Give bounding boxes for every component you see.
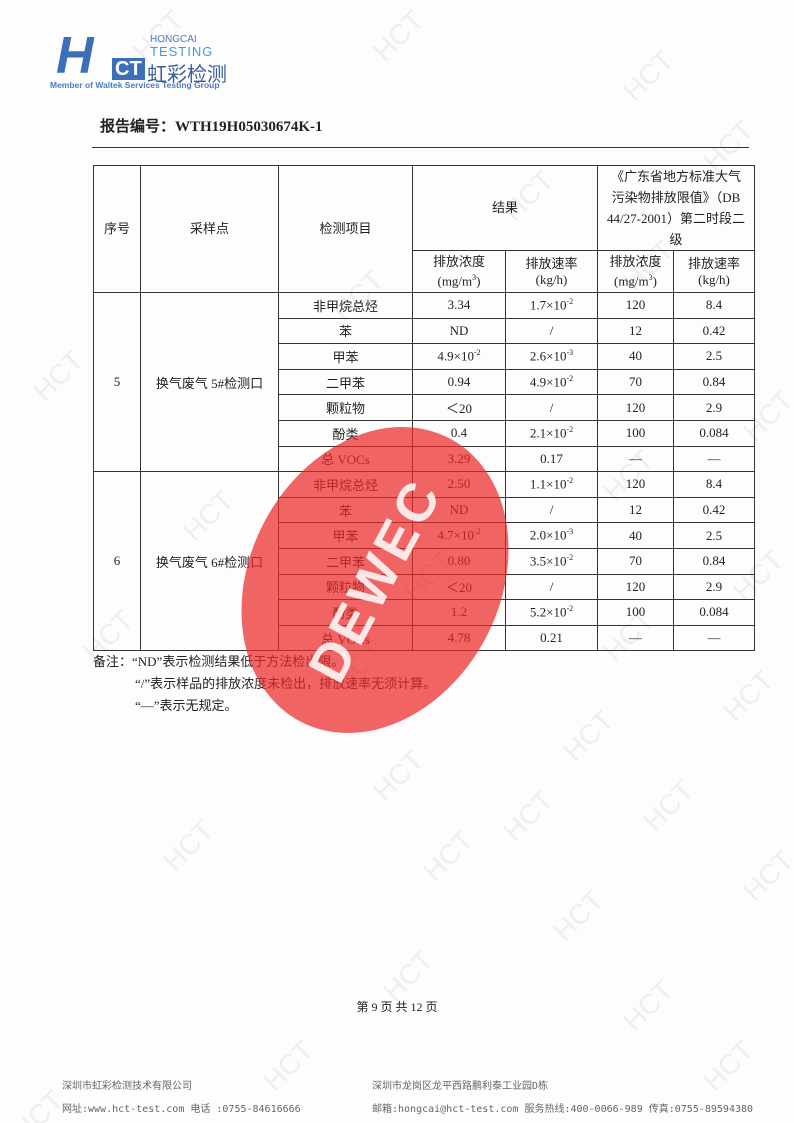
cell: 2.5 xyxy=(673,343,755,370)
cell: 1.7×10-2 xyxy=(505,292,598,319)
subheader-rate: 排放速率 (kg/h) xyxy=(673,250,755,293)
cell: 2.9 xyxy=(673,394,755,421)
logo-cn: 虹彩检测 xyxy=(147,62,227,86)
cell: 0.084 xyxy=(673,419,755,447)
cell: 0.42 xyxy=(673,496,755,524)
note-3: “—”表示无规定。 xyxy=(135,698,238,713)
row-no: 6 xyxy=(93,471,141,652)
cell: — xyxy=(673,624,755,652)
cell: 0.17 xyxy=(505,445,598,473)
cell: / xyxy=(505,573,598,601)
cell: 0.084 xyxy=(673,599,755,626)
cell: — xyxy=(597,624,674,652)
cell: 3.34 xyxy=(412,292,506,319)
cell: 8.4 xyxy=(673,471,755,498)
cell: 120 xyxy=(597,573,674,601)
watermark: HCT xyxy=(497,784,560,847)
table-row: 5 换气废气 5#检测口 非甲烷总烃 3.34 1.7×10-2 120 8.4 xyxy=(93,291,755,473)
footer-company: 深圳市虹彩检测技术有限公司 xyxy=(62,1081,192,1092)
report-number: 报告编号：WTH19H05030674K-1 xyxy=(100,119,323,135)
cell: 100 xyxy=(597,599,674,626)
watermark: HCT xyxy=(367,4,430,67)
cell: 4.9×10-2 xyxy=(412,343,506,370)
cell: 120 xyxy=(597,292,674,319)
cell: 二甲苯 xyxy=(278,368,413,396)
header-no: 序号 xyxy=(93,165,141,293)
watermark: HCT xyxy=(737,844,794,907)
cell: 70 xyxy=(597,368,674,396)
watermark: HCT xyxy=(27,344,90,407)
watermark: HCT xyxy=(367,744,430,807)
cell: 0.84 xyxy=(673,547,755,575)
cell: — xyxy=(597,445,674,473)
subheader-conc: 排放浓度 (mg/m3) xyxy=(412,250,506,293)
cell: 1.1×10-2 xyxy=(505,471,598,498)
cell: 2.5 xyxy=(673,522,755,549)
watermark: HCT xyxy=(617,44,680,107)
watermark: HCT xyxy=(717,664,780,727)
footer-address: 深圳市龙岗区龙平西路鹏利泰工业园D栋 xyxy=(372,1081,549,1092)
stamp-text: DEWEC xyxy=(296,468,454,692)
cell: 120 xyxy=(597,394,674,421)
cell: 2.0×10-3 xyxy=(505,522,598,549)
cell: 0.42 xyxy=(673,317,755,345)
cell: 0.21 xyxy=(505,624,598,652)
page-number: 第 9 页 共 12 页 xyxy=(356,1000,438,1014)
logo-member: Member of Waltek Services Testing Group xyxy=(50,80,220,90)
table-row: 酚类 0.4 2.1×10-2 100 0.084 xyxy=(94,419,755,447)
cell: 5.2×10-2 xyxy=(505,599,598,626)
footer-web: 网址:www.hct-test.com 电话 :0755-84616666 xyxy=(62,1104,301,1115)
watermark: HCT xyxy=(417,824,480,887)
cell: 100 xyxy=(597,419,674,447)
cell: 12 xyxy=(597,317,674,345)
header-rule xyxy=(92,147,749,148)
cell: 40 xyxy=(597,522,674,549)
hct-logo: H CT HONGCAI TESTING 虹彩检测 Member of Walte… xyxy=(50,27,227,90)
cell: / xyxy=(505,317,598,345)
header-result: 结果 xyxy=(412,165,598,251)
cell: 苯 xyxy=(278,317,413,345)
standard-text: 《广东省地方标准大气污染物排放限值》（DB 44/27-2001）第二时段二级 xyxy=(607,169,745,247)
cell: 120 xyxy=(597,471,674,498)
cell: — xyxy=(673,445,755,473)
logo-en2: TESTING xyxy=(150,44,214,59)
logo-en1: HONGCAI xyxy=(150,34,197,45)
cell: 12 xyxy=(597,496,674,524)
row-no: 5 xyxy=(93,291,141,473)
watermark: HCT xyxy=(7,1084,70,1123)
watermark: HCT xyxy=(157,814,220,877)
cell: 4.9×10-2 xyxy=(505,368,598,396)
cell: 0.94 xyxy=(412,368,506,396)
subheader-conc: 排放浓度 (mg/m3) xyxy=(597,250,674,293)
cell: / xyxy=(505,496,598,524)
watermark: HCT xyxy=(547,884,610,947)
footer-contact: 邮箱:hongcai@hct-test.com 服务热线:400-0066-98… xyxy=(372,1104,754,1115)
cell: 颗粒物 xyxy=(278,394,413,421)
row-site: 换气废气 5#检测口 xyxy=(140,291,279,473)
subheader-rate: 排放速率 (kg/h) xyxy=(505,250,598,293)
cell: 2.1×10-2 xyxy=(505,419,598,447)
cell: ND xyxy=(412,317,506,345)
cell: 非甲烷总烃 xyxy=(278,292,413,319)
header-item: 检测项目 xyxy=(278,165,413,293)
cell: 2.9 xyxy=(673,573,755,601)
cell: 0.84 xyxy=(673,368,755,396)
watermark: HCT xyxy=(637,774,700,837)
cell: ＜20 xyxy=(412,394,506,421)
cell: 8.4 xyxy=(673,292,755,319)
watermark: HCT xyxy=(257,1034,320,1097)
watermark: HCT xyxy=(697,1034,760,1097)
cell: 甲苯 xyxy=(278,343,413,370)
header-standard: 《广东省地方标准大气污染物排放限值》（DB 44/27-2001）第二时段二级 xyxy=(597,165,755,251)
cell: 3.5×10-2 xyxy=(505,547,598,575)
cell: 40 xyxy=(597,343,674,370)
cell: 70 xyxy=(597,547,674,575)
header-site: 采样点 xyxy=(140,165,279,293)
cell: 2.6×10-3 xyxy=(505,343,598,370)
watermark: HCT xyxy=(557,704,620,767)
cell: / xyxy=(505,394,598,421)
